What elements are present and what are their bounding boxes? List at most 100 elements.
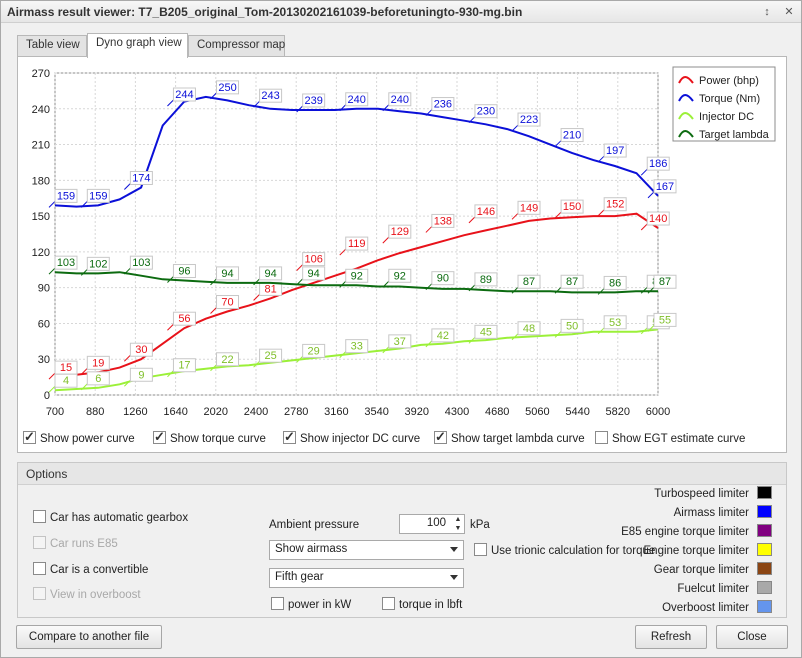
data-label-box — [259, 348, 283, 363]
data-label-box — [172, 87, 196, 102]
data-label-leader — [124, 354, 131, 362]
data-label: 106 — [304, 254, 322, 266]
data-label-box — [86, 371, 110, 386]
title-bar: Airmass result viewer: T7_B205_original_… — [1, 1, 801, 23]
data-label-leader — [210, 278, 217, 286]
pin-icon[interactable]: ↕ — [764, 6, 770, 18]
x-tick-label: 6000 — [646, 406, 670, 418]
data-label: 89 — [480, 274, 492, 286]
data-label: 87 — [523, 276, 535, 288]
trionic-calculation-checkbox[interactable]: Use trionic calculation for torque — [474, 543, 655, 557]
data-label: 150 — [563, 201, 581, 213]
limiter-color-swatch — [757, 524, 772, 537]
checkbox-box[interactable] — [33, 510, 46, 523]
checkbox-box[interactable] — [153, 429, 166, 445]
limiter-color-swatch — [757, 581, 772, 594]
data-label-leader — [253, 100, 260, 108]
data-label: 174 — [132, 172, 150, 184]
data-label: 159 — [57, 190, 75, 202]
data-label-box — [388, 92, 412, 107]
data-label-box — [603, 275, 627, 290]
data-label-leader — [647, 286, 655, 294]
spin-up-icon[interactable]: ▲ — [454, 516, 462, 523]
data-label-leader — [253, 278, 260, 286]
checkbox-box[interactable] — [474, 543, 487, 556]
power-in-kw-checkbox[interactable]: power in kW — [271, 597, 351, 611]
data-label-box — [302, 93, 326, 108]
data-label-leader — [253, 360, 260, 368]
options-header: Options — [18, 463, 786, 485]
gear-select[interactable]: Fifth gear — [269, 568, 464, 588]
checkbox-box[interactable] — [271, 597, 284, 610]
checkbox-box[interactable] — [33, 562, 46, 575]
show-injector-dc-curve-checkbox[interactable]: Show injector DC curve — [283, 429, 420, 449]
data-label-leader — [124, 267, 131, 275]
x-tick-label: 4300 — [445, 406, 469, 418]
data-label-leader — [382, 236, 390, 244]
legend-swatch — [678, 130, 694, 138]
data-label-box — [653, 312, 677, 327]
ambient-pressure-input[interactable]: 100 ▲ ▼ — [399, 514, 465, 534]
data-label-leader — [339, 280, 347, 288]
data-label-box — [474, 204, 498, 219]
tab-dyno-graph-view[interactable]: Dyno graph view — [87, 33, 188, 58]
y-tick-label: 120 — [32, 247, 50, 259]
overboost-limiter-legend: Overboost limiter — [662, 600, 772, 619]
fuelcut-limiter-legend: Fuelcut limiter — [677, 581, 772, 600]
x-tick-label: 3540 — [364, 406, 388, 418]
close-icon[interactable]: ✕ — [784, 6, 794, 18]
data-label: 250 — [218, 82, 236, 94]
spin-buttons[interactable]: ▲ ▼ — [452, 515, 464, 533]
show-power-curve-checkbox[interactable]: Show power curve — [23, 429, 135, 449]
limiter-label: Fuelcut limiter — [677, 583, 749, 595]
data-label-leader — [468, 216, 476, 224]
close-button[interactable]: Close — [716, 625, 788, 649]
convertible-checkbox[interactable]: Car is a convertible — [33, 562, 148, 576]
data-label-box — [129, 170, 153, 185]
data-label-leader — [468, 116, 476, 124]
checkbox-box[interactable] — [434, 429, 447, 445]
data-label: 22 — [221, 354, 233, 366]
x-tick-label: 2400 — [244, 406, 268, 418]
checkbox-box[interactable] — [382, 597, 395, 610]
data-label: 138 — [434, 215, 452, 227]
data-label-leader — [640, 327, 648, 335]
data-label-box — [86, 188, 110, 203]
view-mode-select[interactable]: Show airmass — [269, 540, 464, 560]
data-label: 87 — [566, 276, 578, 288]
e85-engine-torque-limiter-legend: E85 engine torque limiter — [621, 524, 772, 543]
data-label-box — [560, 318, 584, 333]
compare-to-another-file-button[interactable]: Compare to another file — [16, 625, 162, 649]
checkbox-label: Show torque curve — [170, 433, 266, 445]
data-label-leader — [425, 283, 433, 291]
torque-in-lbft-checkbox[interactable]: torque in lbft — [382, 597, 462, 611]
show-target-lambda-curve-checkbox[interactable]: Show target lambda curve — [434, 429, 585, 449]
data-label-box — [345, 268, 369, 283]
data-label-leader — [210, 307, 217, 314]
tab-compressor-map[interactable]: Compressor map — [188, 35, 285, 57]
checkbox-box[interactable] — [595, 431, 608, 444]
airmass-limiter-legend: Airmass limiter — [674, 505, 772, 524]
data-label-leader — [296, 356, 304, 363]
checkbox-label: Car is a convertible — [50, 564, 149, 576]
show-torque-curve-checkbox[interactable]: Show torque curve — [153, 429, 266, 449]
limiter-label: Airmass limiter — [673, 507, 749, 519]
legend-swatch — [678, 76, 694, 84]
legend-entry: Torque (Nm) — [699, 93, 760, 105]
refresh-button[interactable]: Refresh — [635, 625, 707, 649]
spin-down-icon[interactable]: ▼ — [454, 525, 462, 532]
show-egt-estimate-curve-checkbox[interactable]: Show EGT estimate curve — [595, 431, 745, 449]
x-tick-label: 1260 — [123, 406, 147, 418]
data-label: 240 — [391, 94, 409, 106]
limiter-label: Overboost limiter — [662, 602, 749, 614]
tab-table-view[interactable]: Table view — [17, 35, 87, 57]
tab-label: Table view — [26, 39, 80, 51]
data-label-box — [603, 315, 627, 330]
checkbox-box[interactable] — [23, 429, 36, 445]
checkbox-box[interactable] — [283, 429, 296, 445]
automatic-gearbox-checkbox[interactable]: Car has automatic gearbox — [33, 510, 188, 524]
limiter-label: Gear torque limiter — [653, 564, 749, 576]
data-label: 25 — [264, 350, 276, 362]
legend-entry: Injector DC — [699, 111, 754, 123]
engine-torque-limiter-legend: Engine torque limiter — [644, 543, 772, 562]
